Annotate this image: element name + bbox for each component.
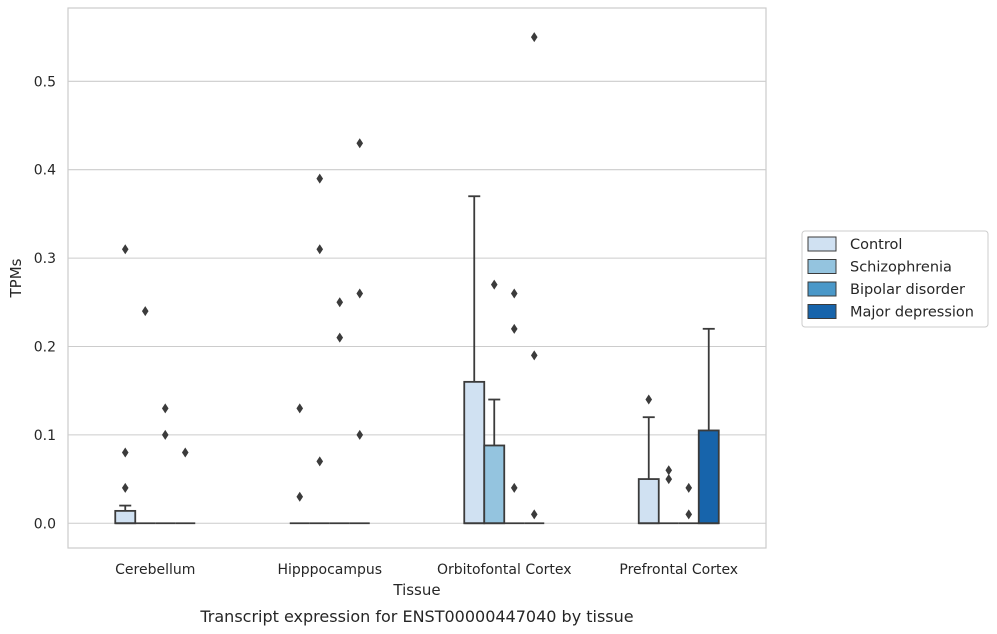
outlier-point [356,138,364,149]
x-tick-label: Cerebellum [115,562,195,578]
box-group [483,279,506,525]
outlier-point [121,482,129,493]
outlier-point [510,288,518,299]
legend-swatch [807,236,837,252]
legend-label: Schizophrenia [850,260,952,276]
outlier-point [316,244,324,255]
plot-area [67,7,767,549]
legend-swatch [807,259,837,274]
y-axis-title: TPMs [7,258,25,298]
box-group [309,173,330,525]
outlier-point [510,482,518,493]
box [483,444,506,525]
box-group [289,403,310,525]
x-axis-title: Tissue [392,581,440,599]
outlier-point [161,403,169,414]
outlier-point [181,447,189,458]
x-tick-label: Hipppocampus [277,562,382,578]
outlier-point [510,323,518,334]
outlier-point [645,394,653,405]
outlier-point [121,447,129,458]
y-tick-label: 0.0 [34,516,56,532]
outlier-point [296,491,304,502]
legend-frame [801,230,989,328]
x-tick-labels: Cerebellum Hipppocampus Orbitofontal Corte… [115,562,738,578]
outlier-point [296,403,304,414]
box-group [504,288,525,525]
y-tick-label: 0.5 [34,74,56,90]
box-group [349,138,370,525]
legend-swatch [807,281,837,297]
outlier-point [665,465,673,476]
outlier-point [316,173,324,184]
legend-label: Control [850,237,902,253]
box-group [114,244,137,525]
legend-label: Major depression [850,305,974,321]
boxes [114,32,720,525]
box-group [524,32,545,525]
legend-label: Bipolar disorder [850,282,965,298]
box-group [637,394,660,525]
box-group [135,306,156,525]
outlier-point [316,456,324,467]
y-tick-label: 0.3 [34,251,56,267]
legend: Control Schizophrenia Bipolar disorder Majo… [801,230,989,328]
y-tick-label: 0.4 [34,163,56,179]
box [637,478,660,525]
box-group [678,482,699,525]
outlier-point [121,244,129,255]
outlier-point [685,482,693,493]
outlier-point [530,509,538,520]
outlier-point [356,288,364,299]
box-group [329,297,350,525]
outlier-point [490,279,498,290]
chart-caption: Transcript expression for ENST0000044704… [199,607,633,626]
outlier-point [530,32,538,43]
box-group [463,195,486,525]
box-group [155,403,176,525]
box-group [697,327,720,525]
box-group [658,465,679,525]
y-tick-label: 0.2 [34,339,56,355]
y-tick-labels: 0.0 0.1 0.2 0.3 0.4 0.5 [34,74,56,532]
box [114,509,137,525]
outlier-point [161,429,169,440]
outlier-point [530,350,538,361]
outlier-point [141,306,149,317]
outlier-point [685,509,693,520]
outlier-point [336,332,344,343]
box [697,429,720,525]
x-tick-label: Prefrontal Cortex [619,562,738,578]
outlier-point [665,474,673,485]
outlier-point [356,429,364,440]
box [463,380,486,525]
x-tick-label: Orbitofontal Cortex [437,562,572,578]
box-group [175,447,196,525]
legend-swatch [807,304,837,319]
outlier-point [336,297,344,308]
y-tick-label: 0.1 [34,428,56,444]
